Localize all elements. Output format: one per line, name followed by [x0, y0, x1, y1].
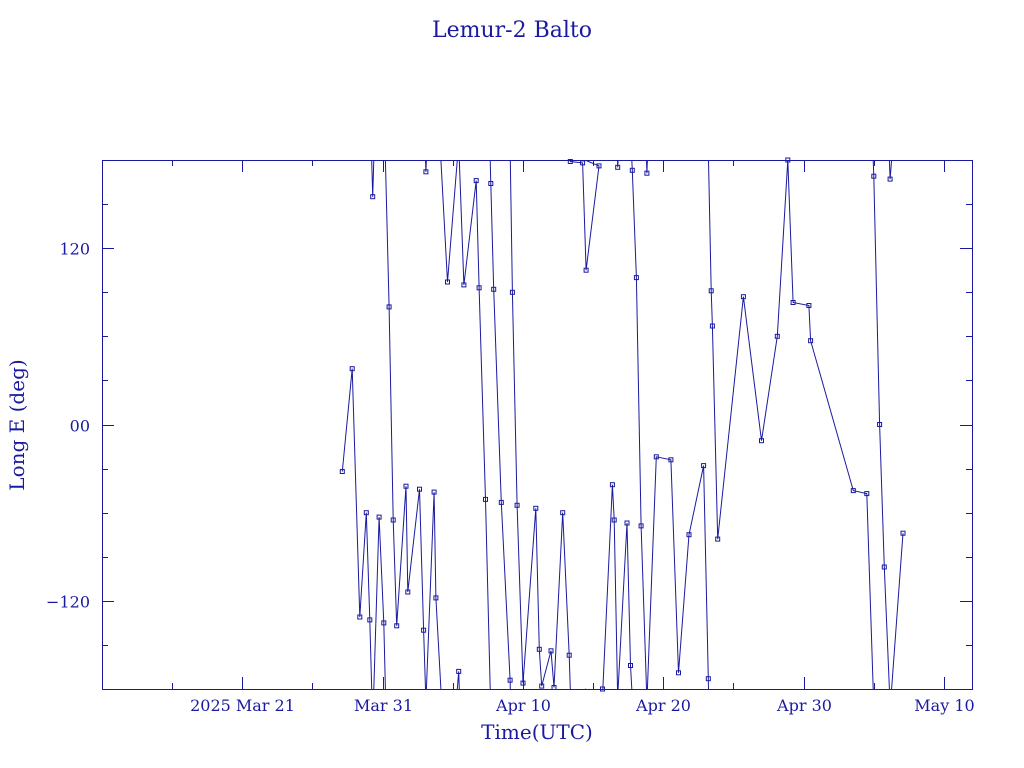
- data-point: [357, 614, 363, 620]
- x-tick-label: Apr 20: [635, 696, 691, 715]
- data-point: [701, 463, 707, 469]
- data-point: [533, 505, 539, 511]
- data-point: [551, 685, 557, 690]
- data-point: [483, 496, 488, 502]
- data-point: [609, 482, 615, 488]
- data-point: [615, 164, 621, 170]
- data-point: [686, 532, 692, 538]
- data-point: [509, 289, 515, 295]
- data-point: [774, 333, 780, 339]
- data-point: [390, 517, 396, 523]
- x-tick-label: Mar 31: [354, 696, 413, 715]
- data-point: [644, 170, 650, 176]
- data-point: [567, 159, 573, 164]
- data-point: [349, 366, 355, 372]
- y-tick-label: −120: [46, 593, 90, 612]
- y-tick-label: 00: [70, 417, 90, 436]
- y-axis-label: Long E (deg): [5, 359, 29, 490]
- x-tick-label: 2025 Mar 21: [190, 696, 295, 715]
- data-point: [421, 627, 427, 633]
- data-point: [445, 279, 450, 285]
- data-point: [881, 564, 887, 570]
- data-point: [461, 282, 467, 288]
- data-point: [423, 169, 429, 175]
- data-point: [514, 502, 520, 508]
- data-point: [624, 520, 630, 526]
- data-point: [536, 646, 542, 652]
- data-point: [566, 652, 572, 658]
- plot-frame: [102, 160, 973, 690]
- data-point: [611, 517, 617, 523]
- data-point: [583, 267, 589, 273]
- data-point: [548, 648, 554, 654]
- data-point: [709, 323, 715, 329]
- data-point: [785, 157, 791, 163]
- x-tick-label: May 10: [914, 696, 974, 715]
- data-point: [539, 683, 545, 689]
- data-point: [491, 286, 497, 292]
- data-point: [488, 181, 494, 186]
- data-point: [900, 530, 906, 536]
- data-point: [740, 294, 746, 300]
- data-point: [431, 489, 437, 495]
- tick-labels: 2025 Mar 21 Mar 31 Apr 10 Apr 20 Apr 30 May 1…: [46, 240, 975, 716]
- data-point: [473, 178, 479, 184]
- data-point: [887, 176, 893, 182]
- data-point: [668, 457, 674, 463]
- data-point: [638, 523, 644, 529]
- data-point: [417, 486, 422, 492]
- data-point: [806, 303, 812, 308]
- x-axis-label: Time(UTC): [481, 720, 593, 744]
- data-series: [339, 157, 906, 692]
- data-point: [520, 680, 526, 686]
- data-point: [507, 677, 513, 683]
- data-point: [715, 536, 721, 542]
- axis-ticks: [102, 160, 972, 689]
- data-point: [476, 285, 482, 291]
- data-point: [456, 668, 462, 674]
- data-point: [367, 617, 373, 623]
- data-point: [808, 338, 814, 344]
- data-point: [403, 483, 409, 489]
- data-point: [628, 663, 633, 668]
- data-point: [381, 620, 387, 626]
- data-point: [705, 676, 711, 682]
- data-point: [370, 194, 376, 200]
- data-point: [759, 438, 764, 444]
- data-point: [871, 173, 877, 179]
- x-tick-label: Apr 10: [495, 696, 551, 715]
- data-point: [596, 163, 602, 169]
- data-point: [339, 469, 345, 474]
- data-point: [653, 454, 659, 460]
- data-point: [580, 160, 586, 166]
- data-point: [498, 499, 504, 505]
- chart-title: Lemur-2 Balto: [432, 18, 592, 43]
- data-point: [363, 510, 369, 516]
- data-point: [600, 686, 605, 692]
- data-point: [633, 275, 639, 281]
- data-point: [877, 422, 883, 427]
- x-tick-label: Apr 30: [776, 696, 832, 715]
- data-point: [433, 595, 439, 601]
- data-point: [790, 300, 796, 305]
- data-point: [386, 304, 392, 310]
- data-point: [864, 491, 870, 497]
- data-point: [676, 670, 681, 676]
- data-point: [850, 488, 856, 494]
- series-line: [341, 160, 904, 689]
- data-point: [629, 167, 635, 173]
- data-point: [708, 288, 714, 294]
- data-point: [394, 623, 400, 629]
- data-point: [376, 514, 382, 520]
- data-point: [560, 510, 566, 516]
- data-point: [405, 589, 411, 595]
- y-tick-label: 120: [59, 240, 90, 259]
